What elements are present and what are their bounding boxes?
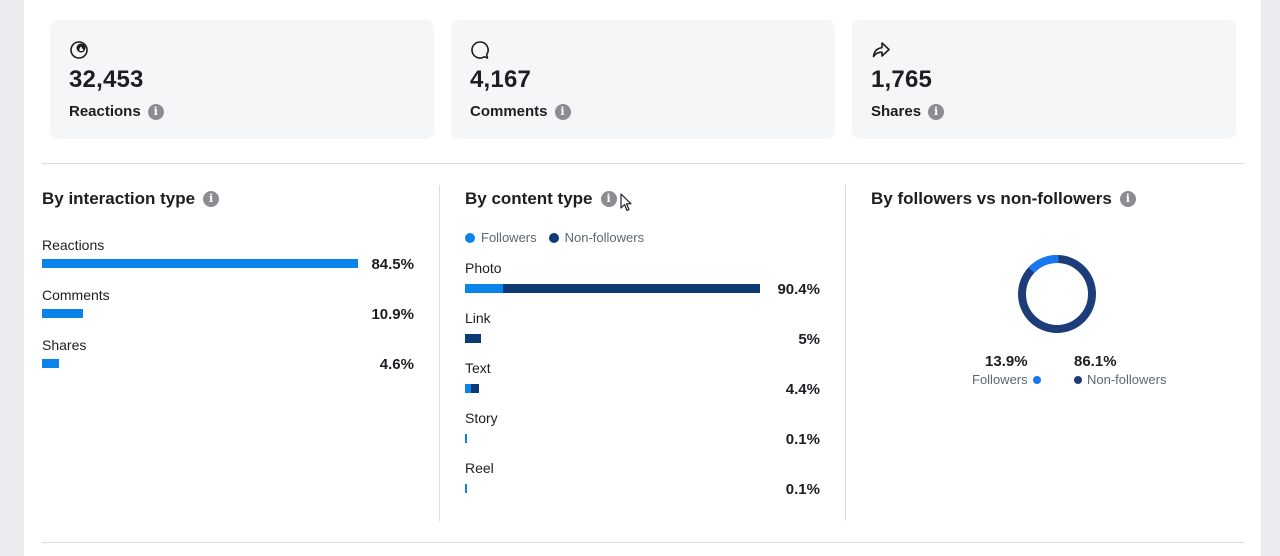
interaction-row-pct: 10.9% — [371, 306, 414, 323]
content-section-title: By content type i — [465, 189, 617, 209]
interaction-section-title: By interaction type i — [42, 189, 220, 209]
interaction-row-pct: 4.6% — [379, 356, 414, 373]
insights-panel: 32,453 Reactions i 4,167 Comments i 1,76… — [24, 0, 1261, 556]
column-divider — [845, 185, 846, 521]
shares-value: 1,765 — [871, 66, 933, 93]
followers-dot — [1032, 375, 1041, 384]
info-icon[interactable]: i — [928, 103, 945, 120]
interaction-bar — [42, 309, 83, 318]
non-followers-dot — [548, 232, 559, 243]
content-row-pct: 90.4% — [777, 281, 820, 298]
comments-label: Comments — [470, 103, 548, 120]
non-followers-stat: 86.1% Non-followers — [1074, 353, 1166, 387]
interaction-row-label: Comments — [42, 287, 110, 303]
divider — [42, 163, 1244, 164]
donut-followers-arc — [1018, 255, 1096, 333]
non-followers-dot — [1074, 375, 1082, 384]
comment-icon — [471, 41, 489, 59]
content-bar-non-followers — [503, 284, 760, 293]
legend-non-followers: Non-followers — [564, 230, 645, 245]
content-bar-followers — [465, 484, 467, 493]
interaction-row-label: Shares — [42, 337, 87, 353]
followers-dot — [465, 232, 475, 243]
content-bar-non-followers — [465, 334, 482, 343]
followers-label: Followers — [972, 372, 1028, 387]
divider — [42, 542, 1244, 543]
legend-followers: Followers — [481, 230, 537, 245]
share-icon — [872, 42, 890, 58]
content-row-pct: 5% — [798, 331, 820, 348]
interaction-row-pct: 84.5% — [371, 256, 414, 273]
info-icon[interactable]: i — [600, 191, 617, 207]
non-followers-label: Non-followers — [1087, 372, 1167, 387]
info-icon[interactable]: i — [554, 103, 571, 120]
shares-label: Shares — [871, 103, 922, 120]
non-followers-pct: 86.1% — [1074, 353, 1117, 370]
followers-stat: 13.9% Followers — [972, 353, 1041, 387]
content-row-label: Text — [465, 360, 491, 376]
content-bar-non-followers — [470, 384, 480, 393]
content-legend: Followers Non-followers — [465, 230, 644, 245]
content-bar-followers — [465, 434, 467, 443]
shares-card: 1,765 Shares i — [852, 20, 1236, 139]
followers-donut — [1018, 255, 1096, 333]
content-row-pct: 4.4% — [785, 381, 820, 398]
info-icon[interactable]: i — [203, 191, 220, 207]
info-icon[interactable]: i — [1119, 191, 1136, 207]
reactions-icon — [70, 41, 88, 59]
reactions-card: 32,453 Reactions i — [50, 20, 434, 139]
interaction-bar — [42, 259, 358, 268]
content-row-label: Photo — [465, 260, 502, 276]
content-row-pct: 0.1% — [785, 481, 820, 498]
content-row-pct: 0.1% — [785, 431, 820, 448]
comments-card: 4,167 Comments i — [451, 20, 835, 139]
column-divider — [439, 185, 440, 521]
reactions-value: 32,453 — [69, 66, 144, 93]
followers-section-title: By followers vs non-followers i — [871, 189, 1136, 209]
comments-value: 4,167 — [470, 66, 532, 93]
followers-pct: 13.9% — [985, 353, 1028, 370]
mouse-cursor-icon — [620, 193, 632, 212]
content-bar-followers — [465, 384, 471, 393]
content-row-label: Reel — [465, 460, 494, 476]
interaction-row-label: Reactions — [42, 237, 105, 253]
content-bar-followers — [465, 284, 503, 293]
reactions-label: Reactions — [69, 103, 141, 120]
content-row-label: Story — [465, 410, 498, 426]
info-icon[interactable]: i — [147, 103, 164, 120]
content-row-label: Link — [465, 310, 491, 326]
interaction-bar — [42, 359, 60, 368]
